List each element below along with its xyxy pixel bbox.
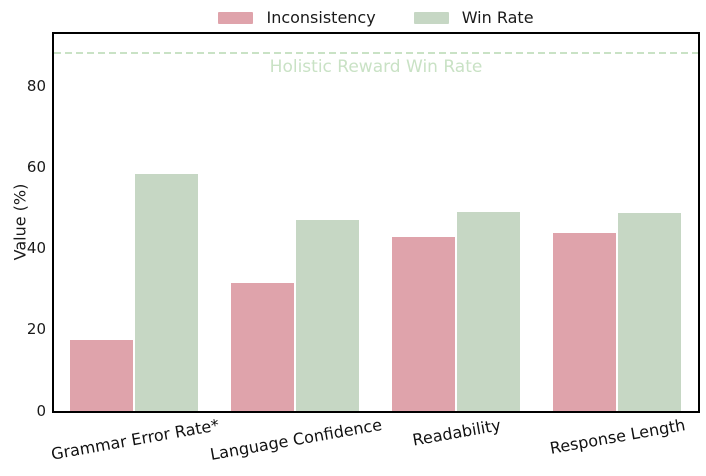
bar-inconsistency-readability xyxy=(391,236,455,411)
plot-inner: Holistic Reward Win Rate xyxy=(54,34,698,411)
bar-win-rate-grammar-error-rate xyxy=(135,173,199,411)
reference-dashed-line xyxy=(54,52,698,55)
legend-label-win-rate: Win Rate xyxy=(461,8,534,27)
bar-win-rate-language-confidence xyxy=(296,220,360,411)
x-tick-label-language-confidence: Language Confidence xyxy=(208,415,383,465)
x-tick-label-response-length: Response Length xyxy=(548,415,687,458)
reference-line-label: Holistic Reward Win Rate xyxy=(269,57,483,78)
bar-inconsistency-response-length xyxy=(552,232,616,411)
y-tick-label-60: 60 xyxy=(26,158,46,177)
y-tick-label-80: 80 xyxy=(26,77,46,95)
y-tick-label-40: 40 xyxy=(26,239,46,258)
x-tick-label-grammar-error-rate: Grammar Error Rate* xyxy=(49,415,221,464)
legend-swatch-inconsistency xyxy=(218,11,254,24)
bar-inconsistency-grammar-error-rate xyxy=(70,340,134,411)
legend-item-inconsistency: Inconsistency xyxy=(218,8,376,27)
bar-win-rate-response-length xyxy=(617,213,681,411)
legend: Inconsistency Win Rate xyxy=(52,8,700,27)
legend-item-win-rate: Win Rate xyxy=(413,8,534,27)
y-tick-label-0: 0 xyxy=(36,401,46,420)
plot-area: Holistic Reward Win Rate xyxy=(52,32,700,413)
x-tick-label-readability: Readability xyxy=(410,415,503,450)
bar-inconsistency-language-confidence xyxy=(231,283,295,411)
y-tick-label-20: 20 xyxy=(26,320,46,339)
bar-win-rate-readability xyxy=(456,212,520,411)
legend-label-inconsistency: Inconsistency xyxy=(266,8,376,27)
legend-swatch-win-rate xyxy=(413,11,449,24)
